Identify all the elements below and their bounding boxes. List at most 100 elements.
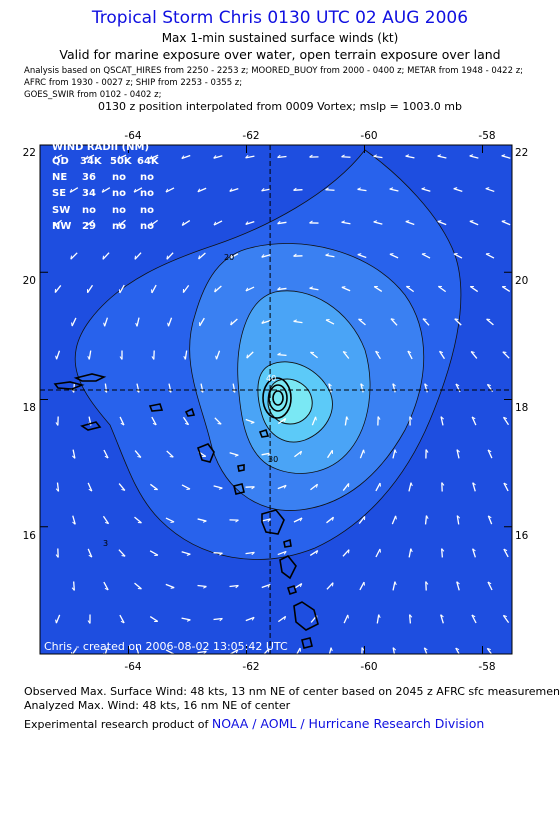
position-note: 0130 z position interpolated from 0009 V… (97, 100, 462, 113)
wind-radii-50k: no (112, 221, 126, 232)
island-coastline (80, 421, 102, 431)
wind-vector (425, 449, 429, 459)
island-coastline (73, 373, 107, 382)
wind-vector (165, 649, 175, 654)
wind-vector (424, 515, 429, 525)
wind-vector (325, 319, 335, 325)
wind-vector (358, 516, 366, 524)
wind-vector (181, 617, 191, 622)
wind-vector (117, 219, 126, 227)
wind-vector (134, 450, 142, 458)
wind-vector (261, 518, 271, 522)
wind-vector (165, 187, 175, 193)
wind-vector (182, 284, 190, 294)
wind-vector (309, 220, 319, 224)
island-coastline (184, 407, 196, 417)
wind-vector (245, 486, 255, 490)
lon-label-top: -64 (124, 130, 141, 142)
wind-vector (134, 516, 142, 524)
wind-vector (409, 416, 413, 426)
wind-vector (469, 220, 479, 226)
wind-vector (408, 482, 413, 492)
observed-max-wind: Observed Max. Surface Wind: 48 kts, 13 n… (24, 685, 560, 698)
wind-vector (151, 350, 155, 360)
wind-vector (165, 583, 175, 589)
wind-vector (390, 318, 398, 326)
wind-vector (470, 351, 478, 359)
wind-vector (55, 350, 61, 360)
wind-vector (118, 549, 126, 557)
wind-vector (72, 515, 76, 525)
wind-vector (71, 317, 77, 327)
wind-vector (293, 253, 303, 257)
wind-vector (230, 318, 238, 326)
wind-vector (373, 154, 383, 159)
lat-label-left: 22 (23, 147, 36, 159)
wind-vector (133, 187, 143, 193)
wind-vector (392, 647, 397, 654)
wind-vector (326, 582, 334, 590)
wind-vector (486, 647, 493, 654)
wind-vector (472, 548, 476, 558)
wind-vector (440, 416, 444, 426)
wind-vector (165, 517, 175, 523)
wind-vector (197, 187, 207, 193)
wind-vector (472, 482, 476, 492)
island-coastline (293, 601, 319, 631)
subtitle: Max 1-min sustained surface winds (kt) (161, 31, 399, 45)
page-title: Tropical Storm Chris 0130 UTC 02 AUG 200… (91, 8, 469, 28)
wind-vector (502, 351, 510, 359)
wind-vector (87, 614, 91, 624)
wind-vector (327, 449, 333, 459)
wind-radii-header-50k: 50K (110, 156, 133, 167)
wind-vector (55, 416, 59, 426)
wind-vector (503, 482, 509, 492)
wind-vector (71, 581, 75, 591)
wind-map: 20 40 30 3 WIND RADII (NM) QD 34K 50K 64… (23, 130, 529, 673)
wind-vector (149, 154, 159, 160)
island-coastline (233, 483, 245, 495)
wind-vector (373, 220, 383, 225)
lat-label-left: 18 (23, 402, 36, 414)
wind-vector (134, 252, 142, 260)
credit-line: Experimental research product of NOAA / … (24, 716, 484, 731)
wind-vector (181, 484, 191, 490)
wind-vector (310, 351, 318, 359)
wind-radii-quadrant: NW (52, 221, 71, 232)
contour-labels: 20 40 30 3 (103, 253, 278, 548)
wind-vector (151, 284, 157, 294)
wind-radii-title: WIND RADII (NM) (52, 142, 149, 153)
wind-vector (277, 484, 287, 490)
wind-vector (441, 482, 445, 492)
wind-vector (215, 350, 221, 360)
wind-vector (423, 647, 428, 654)
credit-org-link[interactable]: NOAA / AOML / Hurricane Research Divisio… (211, 716, 485, 731)
wind-vector (294, 450, 303, 458)
wind-vector (101, 187, 111, 193)
wind-vector (55, 482, 60, 492)
wind-vector (198, 252, 206, 260)
wind-vector (199, 317, 205, 327)
wind-vector (87, 350, 92, 360)
wind-vector (342, 483, 350, 491)
wind-vector (471, 416, 477, 426)
wind-vector (293, 319, 303, 324)
wind-vector (309, 154, 319, 158)
wind-vector (438, 350, 446, 360)
wind-vector (181, 551, 191, 556)
wind-vector (214, 285, 222, 293)
wind-vector (425, 581, 429, 591)
wind-vector (183, 350, 188, 360)
wind-vector (277, 286, 287, 291)
wind-vector (389, 187, 399, 192)
wind-vector (149, 483, 159, 491)
wind-vector (135, 317, 140, 327)
wind-vector (245, 220, 255, 226)
wind-vector (389, 253, 399, 259)
wind-vector (102, 252, 110, 260)
wind-vector (277, 615, 287, 623)
wind-vector (469, 285, 479, 293)
lon-label-bottom: -58 (478, 661, 495, 673)
wind-vector (103, 581, 109, 591)
wind-radii-header-34k: 34K (80, 156, 103, 167)
